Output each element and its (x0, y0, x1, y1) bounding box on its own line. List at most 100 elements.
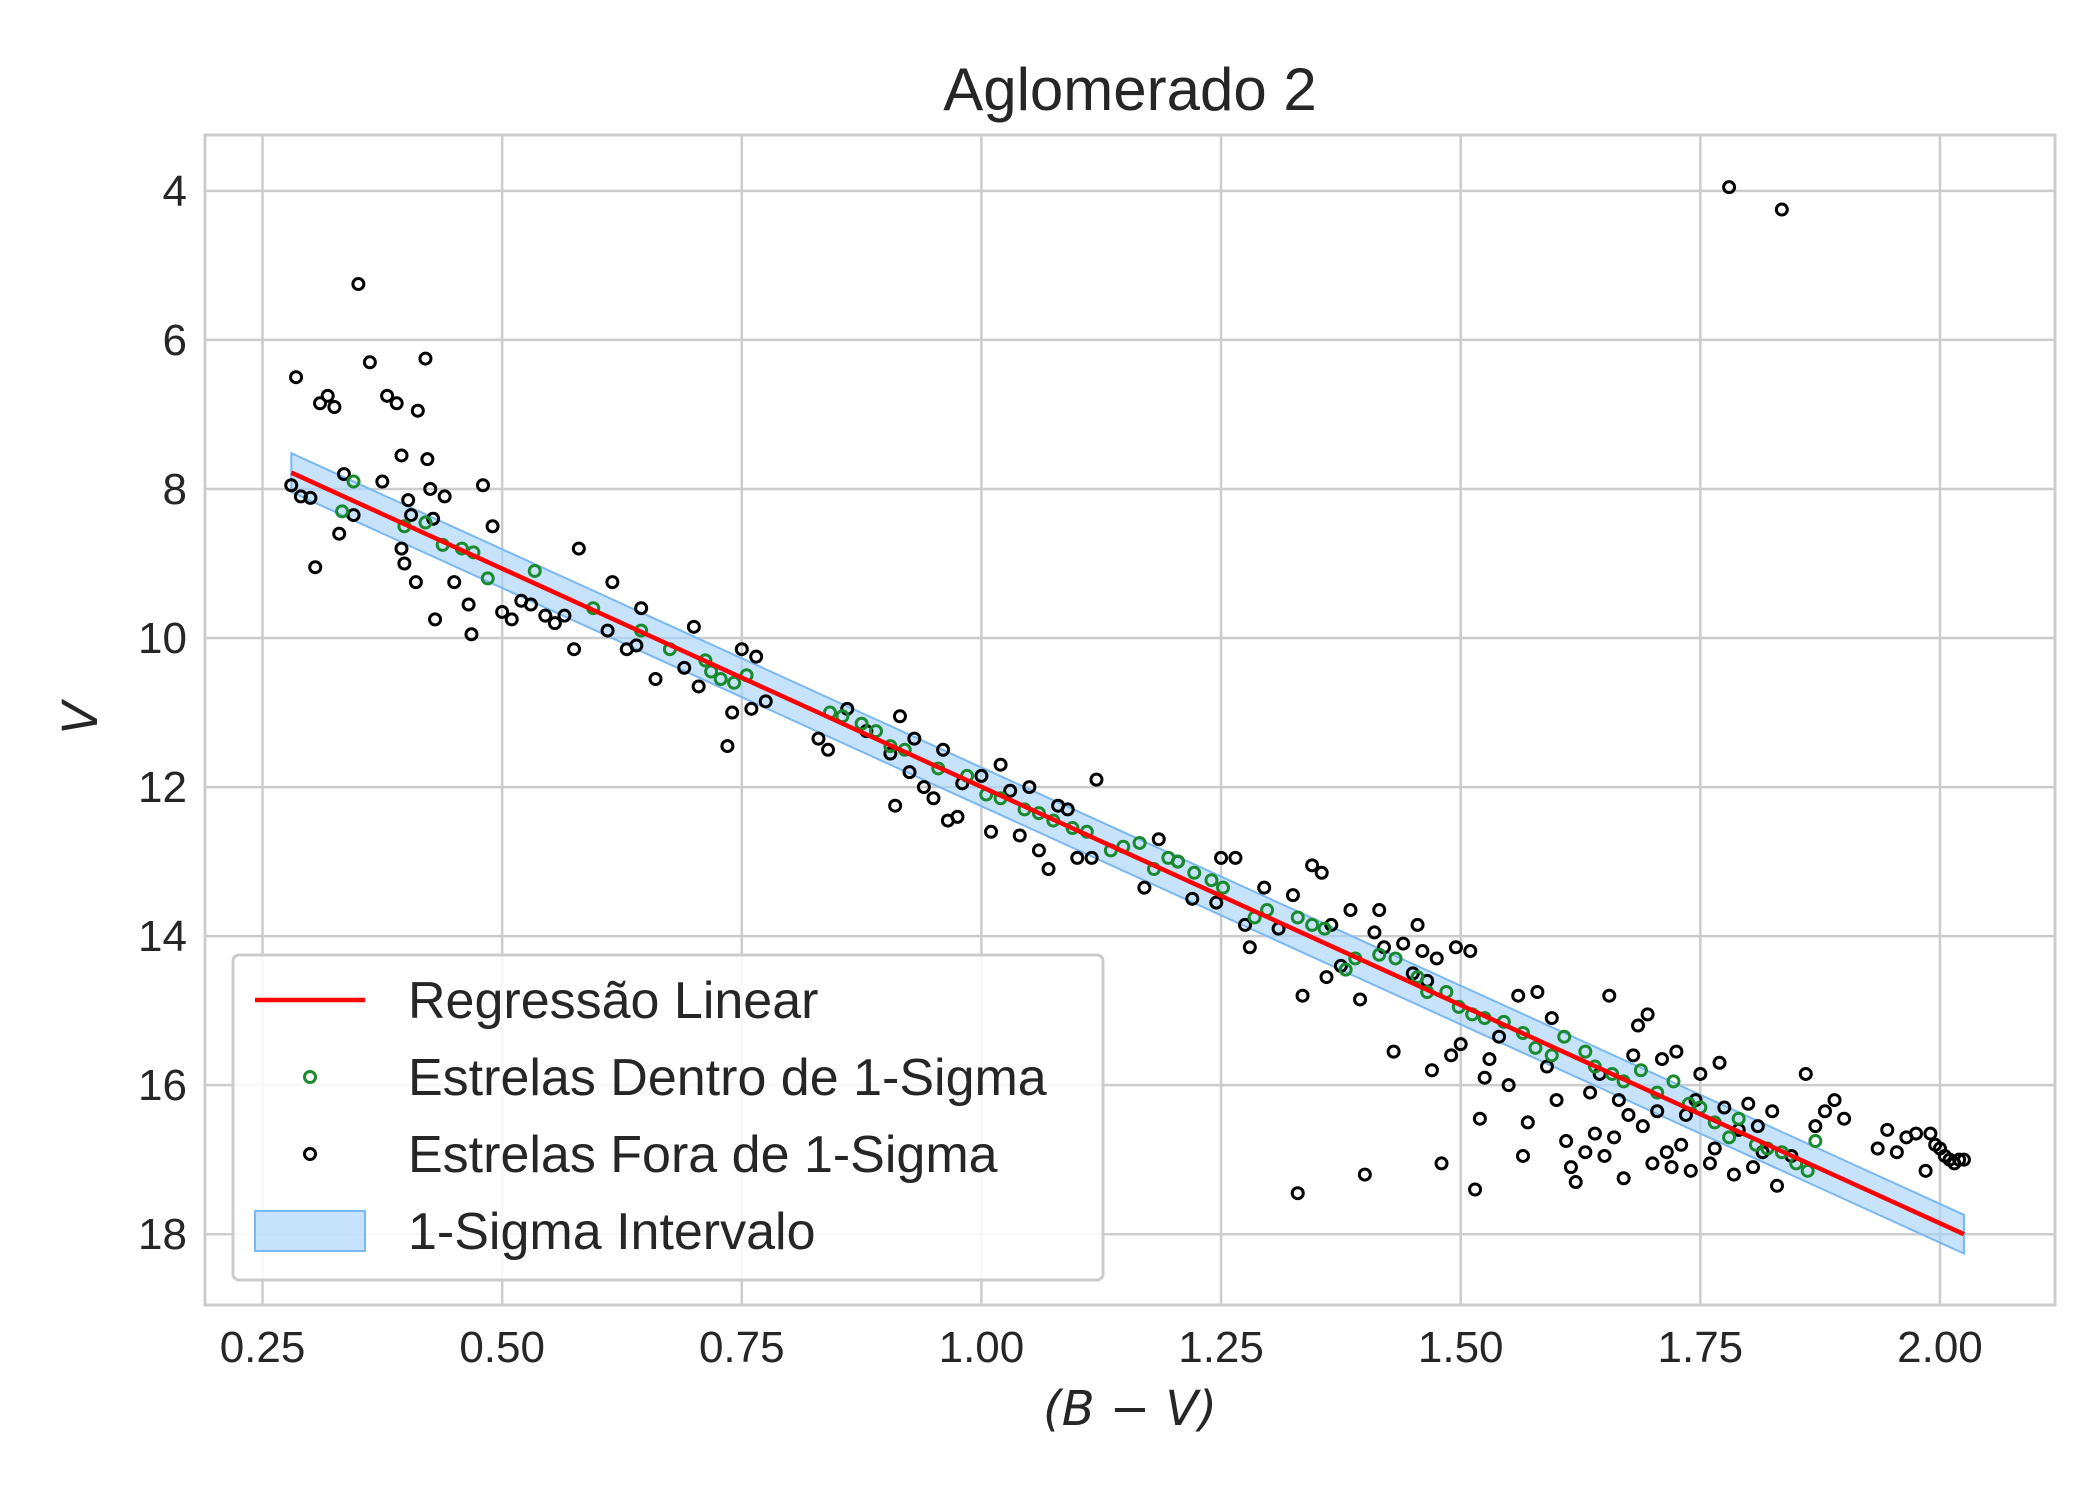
legend-box (231, 953, 1105, 1282)
point-outside-sigma (1410, 917, 1425, 932)
point-outside-sigma (418, 351, 433, 366)
point-outside-sigma (1889, 1145, 1904, 1160)
point-outside-sigma (1386, 1044, 1401, 1059)
point-outside-sigma (1597, 1148, 1612, 1163)
point-outside-sigma (1530, 985, 1545, 1000)
point-outside-sigma (1444, 1048, 1459, 1063)
point-outside-sigma (1434, 1156, 1449, 1171)
point-outside-sigma (461, 597, 476, 612)
point-outside-sigma (1621, 1107, 1636, 1122)
point-inside-sigma (713, 672, 728, 687)
point-outside-sigma (1563, 1160, 1578, 1175)
point-outside-sigma (1587, 1126, 1602, 1141)
point-outside-sigma (1012, 828, 1027, 843)
point-outside-sigma (1209, 895, 1224, 910)
legend-swatch-inside (303, 1070, 317, 1084)
x-tick-label: 1.00 (939, 1323, 1025, 1372)
point-outside-sigma (648, 672, 663, 687)
point-outside-sigma (1837, 1111, 1852, 1126)
point-outside-sigma (1645, 1156, 1660, 1171)
point-outside-sigma (1909, 1126, 1924, 1141)
point-outside-sigma (420, 452, 435, 467)
point-outside-sigma (907, 731, 922, 746)
point-inside-sigma (1317, 921, 1332, 936)
point-outside-sigma (993, 757, 1008, 772)
point-outside-sigma (677, 660, 692, 675)
point-outside-sigma (397, 556, 412, 571)
point-inside-sigma (1722, 1130, 1737, 1145)
point-outside-sigma (523, 597, 538, 612)
point-outside-sigma (1726, 1167, 1741, 1182)
point-outside-sigma (1631, 1018, 1646, 1033)
point-outside-sigma (1741, 1096, 1756, 1111)
points-layer (284, 180, 1971, 1201)
point-outside-sigma (362, 355, 377, 370)
x-tick-label: 0.25 (220, 1323, 306, 1372)
point-outside-sigma (720, 739, 735, 754)
point-outside-sigma (725, 705, 740, 720)
point-outside-sigma (1305, 858, 1320, 873)
point-outside-sigma (1089, 772, 1104, 787)
point-inside-sigma (1410, 970, 1425, 985)
point-outside-sigma (1808, 1119, 1823, 1134)
point-outside-sigma (1702, 1156, 1717, 1171)
point-outside-sigma (936, 742, 951, 757)
point-inside-sigma (1305, 917, 1320, 932)
point-outside-sigma (408, 575, 423, 590)
point-outside-sigma (1654, 1052, 1669, 1067)
point-outside-sigma (749, 649, 764, 664)
x-tick-label: 1.50 (1418, 1323, 1504, 1372)
point-outside-sigma (1468, 1182, 1483, 1197)
point-outside-sigma (744, 701, 759, 716)
x-axis-label: (B − V) (1043, 1381, 1217, 1437)
point-outside-sigma (1626, 1048, 1641, 1063)
point-outside-sigma (380, 388, 395, 403)
point-outside-sigma (1367, 925, 1382, 940)
point-outside-sigma (351, 277, 366, 292)
point-inside-sigma (1528, 1040, 1543, 1055)
point-outside-sigma (1659, 1145, 1674, 1160)
point-outside-sigma (758, 694, 773, 709)
point-outside-sigma (1353, 992, 1368, 1007)
point-outside-sigma (375, 474, 390, 489)
point-outside-sigma (1635, 1119, 1650, 1134)
point-outside-sigma (464, 627, 479, 642)
legend-label: Estrelas Dentro de 1-Sigma (408, 1049, 1047, 1107)
point-outside-sigma (1290, 1186, 1305, 1201)
point-outside-sigma (1477, 1070, 1492, 1085)
point-outside-sigma (1746, 1160, 1761, 1175)
point-outside-sigma (401, 493, 416, 508)
point-outside-sigma (1516, 1148, 1531, 1163)
point-outside-sigma (1669, 1044, 1684, 1059)
point-outside-sigma (686, 619, 701, 634)
point-inside-sigma (527, 563, 542, 578)
legend-label: Regressão Linear (408, 972, 818, 1030)
point-outside-sigma (1640, 1007, 1655, 1022)
point-outside-sigma (1750, 1119, 1765, 1134)
y-tick-labels: 4 6 8 10 12 14 16 18 (138, 167, 187, 1259)
y-tick-label: 8 (163, 465, 187, 514)
point-outside-sigma (1880, 1122, 1895, 1137)
point-outside-sigma (1956, 1152, 1971, 1167)
point-outside-sigma (1238, 917, 1253, 932)
point-inside-sigma (418, 515, 433, 530)
point-outside-sigma (437, 489, 452, 504)
point-outside-sigma (902, 765, 917, 780)
point-outside-sigma (1674, 1137, 1689, 1152)
point-outside-sigma (332, 526, 347, 541)
point-inside-sigma (727, 675, 742, 690)
point-outside-sigma (984, 824, 999, 839)
point-outside-sigma (1501, 1078, 1516, 1093)
point-inside-sigma (854, 716, 869, 731)
point-outside-sigma (1295, 988, 1310, 1003)
point-outside-sigma (1511, 988, 1526, 1003)
point-outside-sigma (1549, 1093, 1564, 1108)
point-outside-sigma (289, 370, 304, 385)
point-outside-sigma (1870, 1141, 1885, 1156)
point-outside-sigma (475, 478, 490, 493)
point-outside-sigma (346, 508, 361, 523)
point-inside-sigma (1338, 962, 1353, 977)
point-outside-sigma (1539, 1059, 1554, 1074)
point-inside-sigma (1372, 947, 1387, 962)
point-outside-sigma (1765, 1104, 1780, 1119)
